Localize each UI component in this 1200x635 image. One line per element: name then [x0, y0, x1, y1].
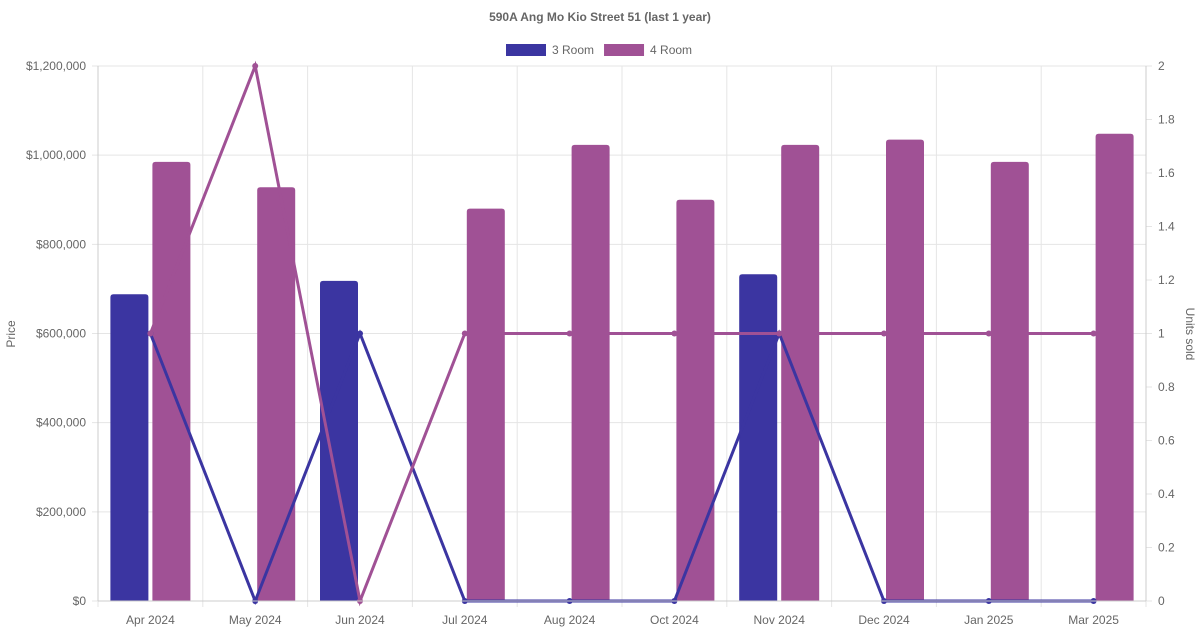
bar-3-room	[110, 294, 149, 601]
bar-3-room	[739, 274, 778, 601]
legend-label: 3 Room	[552, 43, 594, 57]
legend-label: 4 Room	[650, 43, 692, 57]
x-tick-label: May 2024	[229, 613, 282, 627]
y-tick-label: $800,000	[36, 237, 86, 251]
axes: $0 $200,000 $400,000 $600,000 $800,000 $1,000…	[26, 59, 1175, 627]
y2-tick-label: 0	[1158, 594, 1165, 608]
bar-4-room	[466, 208, 505, 601]
units-point	[881, 330, 887, 337]
y2-axis-label: Units sold	[1183, 308, 1197, 361]
y-tick-label: $600,000	[36, 327, 86, 341]
bar-4-room	[571, 144, 610, 601]
x-tick-label: Dec 2024	[858, 613, 910, 627]
chart-title: 590A Ang Mo Kio Street 51 (last 1 year)	[489, 10, 711, 24]
bar-4-room	[1095, 133, 1134, 601]
x-tick-label: Oct 2024	[650, 613, 699, 627]
line-units-4-room	[149, 60, 1094, 607]
y2-tick-label: 2	[1158, 59, 1165, 73]
legend-swatch	[506, 44, 546, 56]
bar-3-room	[320, 280, 358, 601]
bar-4-room	[886, 139, 924, 601]
x-tick-label: Nov 2024	[754, 613, 806, 627]
x-tick-label: Mar 2025	[1068, 613, 1119, 627]
legend: 3 Room 4 Room	[506, 43, 692, 57]
y2-tick-label: 0.4	[1158, 487, 1175, 501]
y2-tick-label: 0.2	[1158, 541, 1175, 555]
bar-4-room	[990, 161, 1029, 601]
units-point	[357, 330, 363, 337]
y2-tick-label: 0.8	[1158, 380, 1175, 394]
x-tick-label: Jul 2024	[442, 613, 488, 627]
bar-4-room	[152, 161, 191, 601]
units-point	[776, 330, 783, 337]
legend-swatch	[604, 44, 645, 56]
x-tick-label: Aug 2024	[544, 613, 596, 627]
bar-4-room	[676, 199, 715, 601]
y-tick-label: $1,000,000	[26, 148, 86, 162]
x-tick-label: Jun 2024	[335, 613, 385, 627]
x-tick-label: Apr 2024	[126, 613, 175, 627]
y-axis-label: Price	[4, 320, 18, 348]
units-point	[1090, 330, 1097, 337]
units-point	[671, 330, 678, 337]
y-tick-label: $400,000	[36, 416, 86, 430]
units-point	[147, 330, 154, 337]
y2-tick-label: 0.6	[1158, 434, 1175, 448]
units-point	[252, 63, 259, 69]
y2-tick-label: 1.4	[1158, 220, 1175, 234]
y-tick-label: $1,200,000	[26, 59, 86, 73]
y2-tick-label: 1	[1158, 327, 1165, 341]
bar-4-room	[781, 144, 820, 601]
units-point	[461, 330, 468, 337]
units-point	[566, 330, 573, 337]
y-tick-label: $200,000	[36, 505, 86, 519]
y-tick-label: $0	[73, 594, 87, 608]
bars	[110, 133, 1134, 601]
bar-4-room	[257, 187, 296, 601]
units-point	[985, 330, 992, 337]
y2-tick-label: 1.6	[1158, 166, 1175, 180]
y2-tick-label: 1.8	[1158, 113, 1175, 127]
x-tick-label: Jan 2025	[964, 613, 1014, 627]
y2-tick-label: 1.2	[1158, 273, 1175, 287]
